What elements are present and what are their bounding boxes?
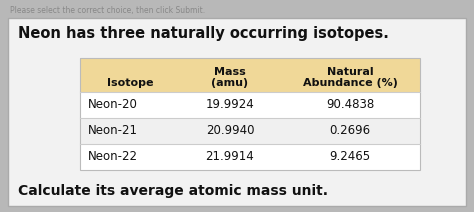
Text: 9.2465: 9.2465 [329,151,371,163]
Bar [80,92,420,118]
Text: Abundance (%): Abundance (%) [302,78,397,88]
Bar [80,58,420,92]
Text: 0.2696: 0.2696 [329,124,371,138]
Text: Please select the correct choice, then click Submit.: Please select the correct choice, then c… [10,6,205,15]
Text: Calculate its average atomic mass unit.: Calculate its average atomic mass unit. [18,184,328,198]
Bar [80,58,420,170]
Text: 21.9914: 21.9914 [206,151,255,163]
Text: Isotope: Isotope [107,78,153,88]
Bar [8,18,466,206]
Text: Mass: Mass [214,67,246,77]
Text: Neon has three naturally occurring isotopes.: Neon has three naturally occurring isoto… [18,26,389,41]
Text: Neon-21: Neon-21 [88,124,138,138]
Bar [80,144,420,170]
Text: (amu): (amu) [211,78,248,88]
Text: 90.4838: 90.4838 [326,99,374,112]
Text: 20.9940: 20.9940 [206,124,254,138]
Bar [80,118,420,144]
Text: Natural: Natural [327,67,374,77]
Text: Neon-20: Neon-20 [88,99,138,112]
Text: Neon-22: Neon-22 [88,151,138,163]
Text: 19.9924: 19.9924 [206,99,255,112]
